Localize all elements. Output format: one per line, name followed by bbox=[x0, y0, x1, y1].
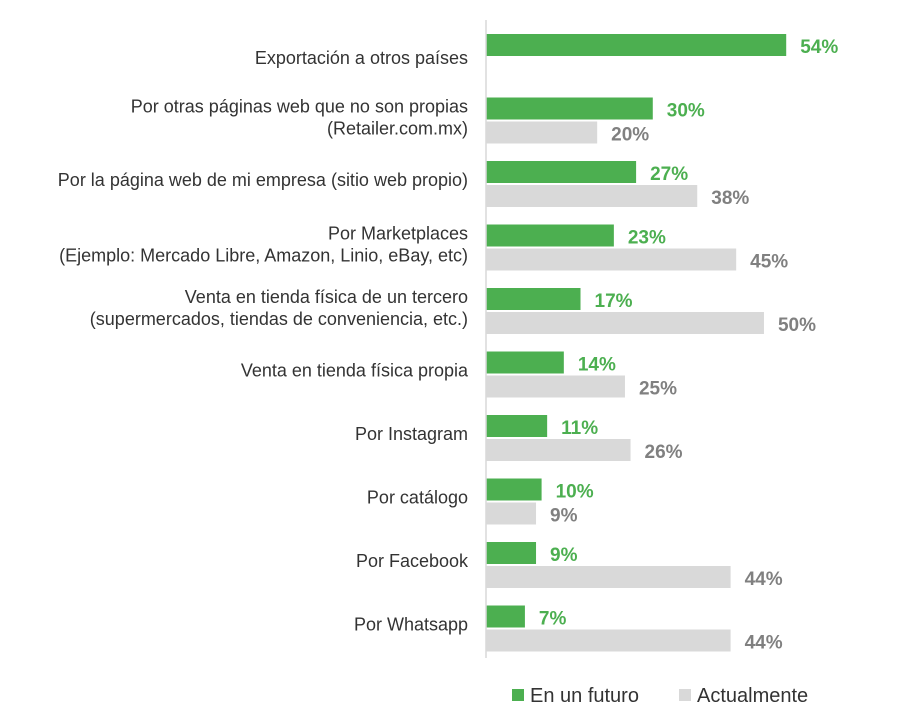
value-label-current: 44% bbox=[745, 569, 783, 590]
value-label-future: 30% bbox=[667, 101, 705, 122]
legend-label-future: En un futuro bbox=[530, 685, 639, 707]
bars-group: 54% 30% 20%27% 38% 23% 45% 17% 50% 14% 25% 11% 26% 1… bbox=[486, 34, 838, 654]
category-label: Por la página web de mi empresa (sitio w… bbox=[58, 170, 468, 190]
legend: En un futuro Actualmente bbox=[512, 685, 808, 707]
value-label-current: 25% bbox=[639, 379, 677, 400]
bar-future bbox=[486, 224, 614, 247]
bar-future bbox=[486, 351, 564, 374]
value-label-future: 10% bbox=[556, 482, 594, 503]
bar-future bbox=[486, 34, 787, 56]
bar-future bbox=[486, 161, 637, 183]
value-label-current: 44% bbox=[745, 633, 783, 654]
bar-future bbox=[486, 478, 542, 501]
category-label: Por Instagram bbox=[355, 424, 468, 444]
value-label-future: 9% bbox=[550, 545, 578, 566]
bar-future bbox=[486, 542, 537, 564]
category-label: Venta en tienda física propia bbox=[241, 361, 469, 381]
value-label-future: 23% bbox=[628, 228, 666, 249]
value-label-current: 50% bbox=[778, 315, 816, 336]
value-label-current: 20% bbox=[611, 125, 649, 146]
bar-current bbox=[486, 248, 737, 271]
value-label-current: 9% bbox=[550, 506, 578, 527]
category-label: Por Whatsapp bbox=[354, 615, 468, 635]
bar-future bbox=[486, 415, 548, 437]
bar-current bbox=[486, 439, 631, 461]
bar-current bbox=[486, 629, 731, 652]
category-label: Por Marketplaces (Ejemplo: Mercado Libre,… bbox=[59, 224, 468, 266]
bar-current bbox=[486, 566, 731, 588]
category-label: Por Facebook bbox=[356, 551, 469, 571]
bar-future bbox=[486, 288, 581, 310]
value-label-current: 38% bbox=[711, 188, 749, 209]
value-label-future: 54% bbox=[800, 37, 838, 58]
value-label-future: 17% bbox=[595, 291, 633, 312]
category-label: Por catálogo bbox=[367, 488, 468, 508]
bar-future bbox=[486, 605, 525, 628]
bar-current bbox=[486, 121, 598, 144]
category-label: Venta en tienda física de un tercero (sup… bbox=[90, 287, 468, 329]
bar-current bbox=[486, 185, 698, 207]
bar-current bbox=[486, 312, 764, 334]
value-label-current: 26% bbox=[645, 442, 683, 463]
value-label-current: 45% bbox=[750, 252, 788, 273]
category-label: Exportación a otros países bbox=[255, 48, 468, 68]
value-label-future: 11% bbox=[561, 418, 598, 439]
bar-current bbox=[486, 502, 537, 525]
bar-future bbox=[486, 97, 653, 120]
value-label-future: 14% bbox=[578, 355, 616, 376]
category-labels-group: Exportación a otros países Por otras pági… bbox=[58, 48, 469, 635]
legend-label-current: Actualmente bbox=[697, 685, 808, 707]
legend-swatch-future bbox=[512, 689, 524, 701]
category-label: Por otras páginas web que no son propias… bbox=[131, 97, 468, 139]
legend-swatch-current bbox=[679, 689, 691, 701]
bar-current bbox=[486, 375, 625, 398]
value-label-future: 27% bbox=[650, 164, 688, 185]
value-label-future: 7% bbox=[539, 609, 567, 630]
